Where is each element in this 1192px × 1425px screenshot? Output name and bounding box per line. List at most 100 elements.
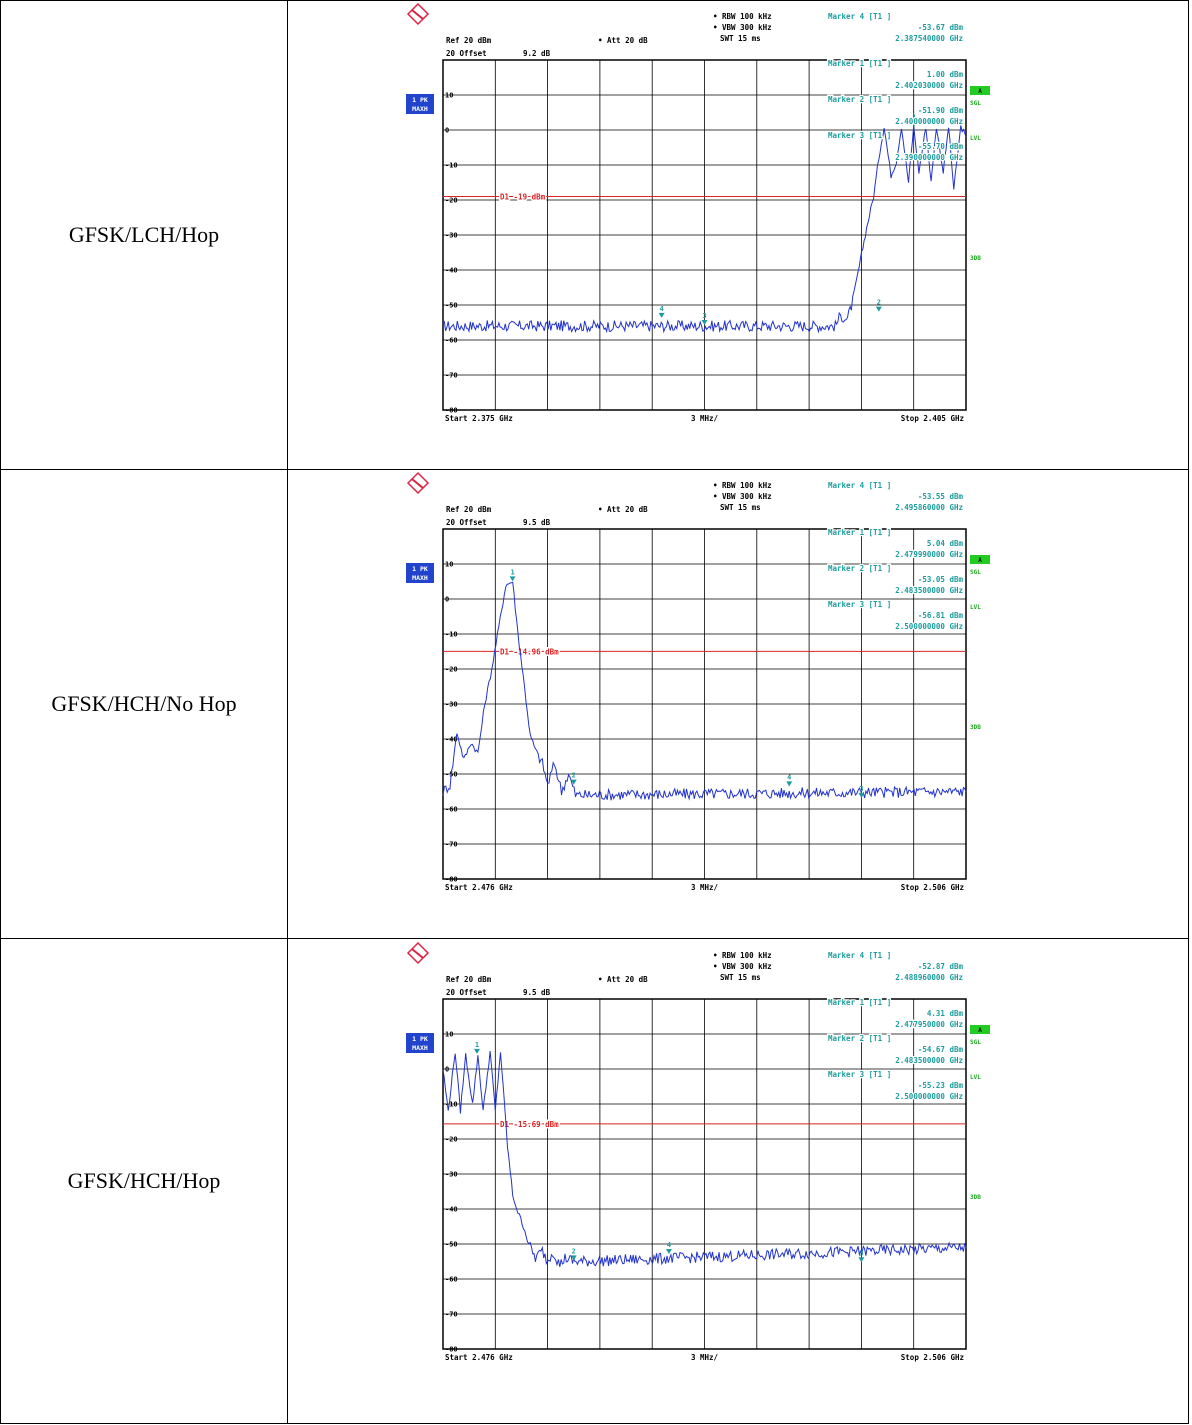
x-stop-label: Stop 2.506 GHz xyxy=(901,1353,964,1362)
y-tick-label: -10 xyxy=(445,162,458,170)
marker-4-title: Marker 4 [T1 ] xyxy=(828,12,891,21)
vbw-label: • VBW 300 kHz xyxy=(713,492,772,501)
marker-id-label: 4 xyxy=(660,305,664,313)
marker-symbol xyxy=(911,121,918,127)
marker-id-label: 1 xyxy=(912,114,916,122)
annotation-a: A xyxy=(978,557,982,564)
y-tick-label: -50 xyxy=(445,1241,458,1249)
annotation-a-box xyxy=(970,1025,990,1034)
marker-2-title: Marker 2 [T1 ] xyxy=(828,564,891,573)
marker-1-level: 5.04 dBm xyxy=(927,539,964,548)
marker-symbol xyxy=(658,312,665,318)
annotation-a-box xyxy=(970,555,990,564)
marker-symbol xyxy=(509,576,516,582)
spectrum-analyzer-plot: • RBW 100 kHz • VBW 300 kHz SWT 15 ms Ref 2… xyxy=(406,2,990,423)
marker-id-label: 1 xyxy=(475,1041,479,1049)
marker-id-label: 2 xyxy=(572,772,576,780)
marker-4-freq: 2.387540000 GHz xyxy=(895,34,963,43)
y-tick-label: -40 xyxy=(445,1206,458,1214)
annotation-sgl: SGL xyxy=(970,100,981,107)
trace-badge-line1: 1 PK xyxy=(412,96,428,104)
rbw-label: • RBW 100 kHz xyxy=(713,481,772,490)
y-tick-label: -40 xyxy=(445,736,458,744)
marker-4-title: Marker 4 [T1 ] xyxy=(828,951,891,960)
y-tick-label: -30 xyxy=(445,701,458,709)
y-tick-label: -60 xyxy=(445,806,458,814)
offset-value: 9.5 dB xyxy=(523,518,551,527)
reference-level-label: Ref 20 dBm xyxy=(446,975,492,984)
marker-2-title: Marker 2 [T1 ] xyxy=(828,95,891,104)
marker-2-level: -51.90 dBm xyxy=(918,106,964,115)
x-stop-label: Stop 2.405 GHz xyxy=(901,414,964,423)
y-tick-label: 10 xyxy=(445,92,453,100)
marker-id-label: 2 xyxy=(572,1247,576,1255)
marker-symbol xyxy=(858,1257,865,1263)
trace-badge xyxy=(406,94,434,114)
marker-id-label: 4 xyxy=(667,1241,671,1249)
marker-3-freq: 2.500000000 GHz xyxy=(895,1092,963,1101)
marker-1-title: Marker 1 [T1 ] xyxy=(828,998,891,1007)
y-tick-label: -20 xyxy=(445,197,458,205)
marker-id-label: 2 xyxy=(877,299,881,307)
plot-cell: • RBW 100 kHz • VBW 300 kHz SWT 15 ms Ref 2… xyxy=(287,0,1189,470)
marker-2-title: Marker 2 [T1 ] xyxy=(828,1034,891,1043)
annotation-a-box xyxy=(970,86,990,95)
logo-icon xyxy=(411,948,424,959)
marker-3-title: Marker 3 [T1 ] xyxy=(828,1070,891,1079)
annotation-lvl: LVL xyxy=(970,1074,981,1081)
marker-id-label: 3 xyxy=(859,1249,863,1257)
trace-badge-line1: 1 PK xyxy=(412,1035,428,1043)
y-tick-label: -60 xyxy=(445,337,458,345)
x-division-label: 3 MHz/ xyxy=(691,883,719,892)
marker-4-freq: 2.495860000 GHz xyxy=(895,503,963,512)
y-tick-label: -30 xyxy=(445,232,458,240)
row-label: GFSK/HCH/No Hop xyxy=(0,469,288,939)
table-row: GFSK/HCH/Hop • RBW 100 kHz • VBW 300 kHz S… xyxy=(0,938,1189,1424)
annotation-3db: 3DB xyxy=(970,724,981,731)
y-tick-label: 0 xyxy=(445,127,449,135)
marker-3-title: Marker 3 [T1 ] xyxy=(828,131,891,140)
marker-1-freq: 2.479990000 GHz xyxy=(895,550,963,559)
marker-id-label: 3 xyxy=(859,785,863,793)
y-tick-label: -60 xyxy=(445,1276,458,1284)
annotation-lvl: LVL xyxy=(970,135,981,142)
table-row: GFSK/HCH/No Hop • RBW 100 kHz • VBW 300 k… xyxy=(0,469,1189,939)
spectrum-analyzer-plot: • RBW 100 kHz • VBW 300 kHz SWT 15 ms Ref 2… xyxy=(406,941,990,1362)
sweep-time-label: SWT 15 ms xyxy=(720,503,761,512)
y-tick-label: -10 xyxy=(445,631,458,639)
y-tick-label: -40 xyxy=(445,267,458,275)
y-tick-label: -70 xyxy=(445,841,458,849)
marker-symbol xyxy=(665,1249,672,1255)
annotation-a: A xyxy=(978,88,982,95)
marker-symbol xyxy=(570,1255,577,1261)
marker-symbol xyxy=(570,779,577,785)
offset-label: 20 Offset xyxy=(446,988,487,997)
marker-4-level: -53.67 dBm xyxy=(918,23,964,32)
rbw-label: • RBW 100 kHz xyxy=(713,951,772,960)
y-tick-label: -70 xyxy=(445,372,458,380)
x-start-label: Start 2.476 GHz xyxy=(445,883,513,892)
y-tick-label: -30 xyxy=(445,1171,458,1179)
vbw-label: • VBW 300 kHz xyxy=(713,23,772,32)
attenuation-label: • Att 20 dB xyxy=(598,505,648,514)
marker-2-level: -54.67 dBm xyxy=(918,1045,964,1054)
row-label: GFSK/HCH/Hop xyxy=(0,938,288,1424)
trace-line xyxy=(442,581,967,801)
y-tick-label: -10 xyxy=(445,1101,458,1109)
marker-symbol xyxy=(786,781,793,787)
plot-cell: • RBW 100 kHz • VBW 300 kHz SWT 15 ms Ref 2… xyxy=(287,938,1189,1424)
trace-line xyxy=(442,1051,967,1267)
marker-2-freq: 2.483500000 GHz xyxy=(895,586,963,595)
trace-badge-line2: MAXH xyxy=(412,105,428,113)
offset-label: 20 Offset xyxy=(446,49,487,58)
annotation-sgl: SGL xyxy=(970,1039,981,1046)
marker-symbol xyxy=(875,306,882,312)
y-tick-label: -80 xyxy=(445,876,458,884)
x-stop-label: Stop 2.506 GHz xyxy=(901,883,964,892)
trace-badge-line2: MAXH xyxy=(412,574,428,582)
y-tick-label: -80 xyxy=(445,1346,458,1354)
display-line-label: D1 -19 dBm xyxy=(500,193,546,202)
marker-id-label: 3 xyxy=(702,312,706,320)
annotation-sgl: SGL xyxy=(970,569,981,576)
